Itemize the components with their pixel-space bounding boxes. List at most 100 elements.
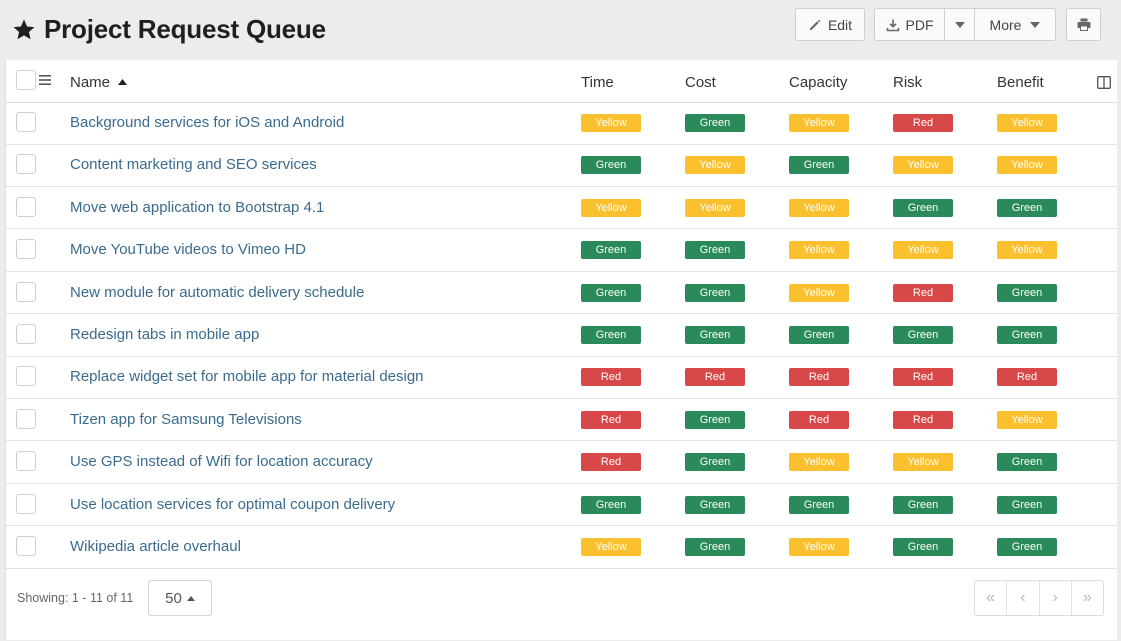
time-status-badge: Yellow xyxy=(581,114,641,132)
row-checkbox[interactable] xyxy=(16,154,36,175)
page-title: Project Request Queue xyxy=(44,14,326,44)
per-page-select[interactable]: 50 xyxy=(148,580,212,616)
project-name-link[interactable]: Background services for iOS and Android xyxy=(70,114,345,131)
risk-status-badge: Yellow xyxy=(893,241,953,260)
risk-status-badge: Green xyxy=(893,495,953,514)
project-name-link[interactable]: Tizen app for Samsung Televisions xyxy=(70,410,302,428)
cost-status-badge: Green xyxy=(685,283,745,302)
benefit-status-badge: Green xyxy=(997,495,1057,514)
last-page-button[interactable]: » xyxy=(1070,581,1103,615)
row-checkbox[interactable] xyxy=(16,536,36,556)
pdf-dropdown-button[interactable] xyxy=(944,8,975,41)
row-checkbox[interactable] xyxy=(16,366,36,387)
column-header-time[interactable]: Time xyxy=(581,74,614,91)
download-icon xyxy=(886,19,899,31)
row-checkbox[interactable] xyxy=(16,239,36,260)
project-name-link[interactable]: Replace widget set for mobile app for ma… xyxy=(70,368,424,386)
cost-status-badge: Green xyxy=(685,114,745,132)
benefit-status-badge: Green xyxy=(997,198,1057,217)
column-name-label: Name xyxy=(70,74,111,91)
print-button[interactable] xyxy=(1066,8,1101,41)
risk-status-badge: Red xyxy=(893,410,953,429)
table-row[interactable]: Wikipedia article overhaul Yellow Green Yel… xyxy=(6,526,1117,569)
edit-label: Edit xyxy=(827,16,853,33)
time-status-badge: Green xyxy=(581,156,641,175)
risk-status-badge: Red xyxy=(893,114,953,132)
project-name-link[interactable]: Move web application to Bootstrap 4.1 xyxy=(70,198,325,216)
select-all-checkbox[interactable] xyxy=(16,70,36,90)
pdf-button[interactable]: PDF xyxy=(874,8,945,41)
risk-status-badge: Yellow xyxy=(893,453,953,472)
cost-status-badge: Green xyxy=(685,538,745,556)
risk-status-badge: Green xyxy=(893,198,953,217)
edit-button[interactable]: Edit xyxy=(795,8,865,41)
star-icon[interactable] xyxy=(12,18,36,42)
pencil-icon xyxy=(809,19,821,30)
row-checkbox[interactable] xyxy=(16,112,36,132)
time-status-badge: Yellow xyxy=(581,538,641,556)
previous-page-button[interactable]: ‹ xyxy=(1006,581,1038,615)
row-checkbox[interactable] xyxy=(16,324,36,344)
more-button[interactable]: More xyxy=(974,8,1056,41)
row-checkbox[interactable] xyxy=(16,196,36,217)
table-row[interactable]: Move web application to Bootstrap 4.1 Yel… xyxy=(6,187,1117,230)
benefit-status-badge: Green xyxy=(997,283,1057,302)
time-status-badge: Red xyxy=(581,410,641,429)
table-row[interactable]: Use GPS instead of Wifi for location acc… xyxy=(6,441,1117,484)
showing-count: Showing: 1 - 11 of 11 xyxy=(17,591,134,605)
benefit-status-badge: Yellow xyxy=(997,410,1057,429)
row-checkbox[interactable] xyxy=(16,281,36,302)
risk-status-badge: Green xyxy=(893,538,953,556)
table-row[interactable]: Replace widget set for mobile app for ma… xyxy=(6,356,1117,399)
project-name-link[interactable]: Redesign tabs in mobile app xyxy=(70,326,260,343)
column-header-name[interactable]: Name xyxy=(70,74,128,91)
caret-down-icon xyxy=(1030,21,1041,28)
capacity-status-badge: Yellow xyxy=(789,283,849,302)
cost-status-badge: Yellow xyxy=(685,156,745,175)
column-header-capacity[interactable]: Capacity xyxy=(789,74,848,91)
columns-icon[interactable] xyxy=(1097,76,1111,89)
project-name-link[interactable]: Use GPS instead of Wifi for location acc… xyxy=(70,453,373,471)
project-name-link[interactable]: Move YouTube videos to Vimeo HD xyxy=(70,241,306,259)
first-page-button[interactable]: « xyxy=(986,589,996,606)
capacity-status-badge: Green xyxy=(789,495,849,514)
menu-icon[interactable] xyxy=(39,75,51,85)
table-row[interactable]: New module for automatic delivery schedu… xyxy=(6,272,1117,315)
table-row[interactable]: Tizen app for Samsung Televisions Red Gree… xyxy=(6,399,1117,442)
table-row[interactable]: Content marketing and SEO services Green Y… xyxy=(6,144,1117,187)
more-label: More xyxy=(989,16,1022,33)
project-name-link[interactable]: Use location services for optimal coupon… xyxy=(70,495,396,513)
title-wrap: Project Request Queue xyxy=(12,14,326,45)
next-page-button[interactable]: › xyxy=(1038,581,1071,615)
table-row[interactable]: Redesign tabs in mobile app Green Green Gre… xyxy=(6,314,1117,357)
row-checkbox[interactable] xyxy=(16,451,36,472)
printer-icon xyxy=(1077,18,1090,31)
row-checkbox[interactable] xyxy=(16,493,36,514)
cost-status-badge: Green xyxy=(685,453,745,472)
risk-status-badge: Green xyxy=(893,326,953,344)
sort-ascending-icon xyxy=(118,79,128,85)
column-header-cost[interactable]: Cost xyxy=(685,74,716,91)
project-name-link[interactable]: New module for automatic delivery schedu… xyxy=(70,283,365,301)
benefit-status-badge: Green xyxy=(997,453,1057,472)
column-header-risk[interactable]: Risk xyxy=(893,74,923,91)
table-footer: Showing: 1 - 11 of 11 50 « ‹ › » xyxy=(6,568,1117,641)
capacity-status-badge: Yellow xyxy=(789,241,849,260)
capacity-status-badge: Green xyxy=(789,326,849,344)
column-header-benefit[interactable]: Benefit xyxy=(997,74,1044,91)
capacity-status-badge: Yellow xyxy=(789,453,849,472)
table-row[interactable]: Background services for iOS and Android Y… xyxy=(6,102,1117,145)
capacity-status-badge: Yellow xyxy=(789,114,849,132)
row-checkbox[interactable] xyxy=(16,408,36,429)
project-name-link[interactable]: Wikipedia article overhaul xyxy=(70,538,241,555)
table-header: Name Time Cost Capacity Risk Benefit xyxy=(6,60,1117,103)
cost-status-badge: Green xyxy=(685,410,745,429)
capacity-status-badge: Yellow xyxy=(789,198,849,217)
cost-status-badge: Green xyxy=(685,241,745,260)
table-row[interactable]: Use location services for optimal coupon… xyxy=(6,484,1117,527)
project-name-link[interactable]: Content marketing and SEO services xyxy=(70,156,317,174)
time-status-badge: Green xyxy=(581,495,641,514)
table-row[interactable]: Move YouTube videos to Vimeo HD Green Gree… xyxy=(6,229,1117,272)
time-status-badge: Green xyxy=(581,326,641,344)
capacity-status-badge: Green xyxy=(789,156,849,175)
